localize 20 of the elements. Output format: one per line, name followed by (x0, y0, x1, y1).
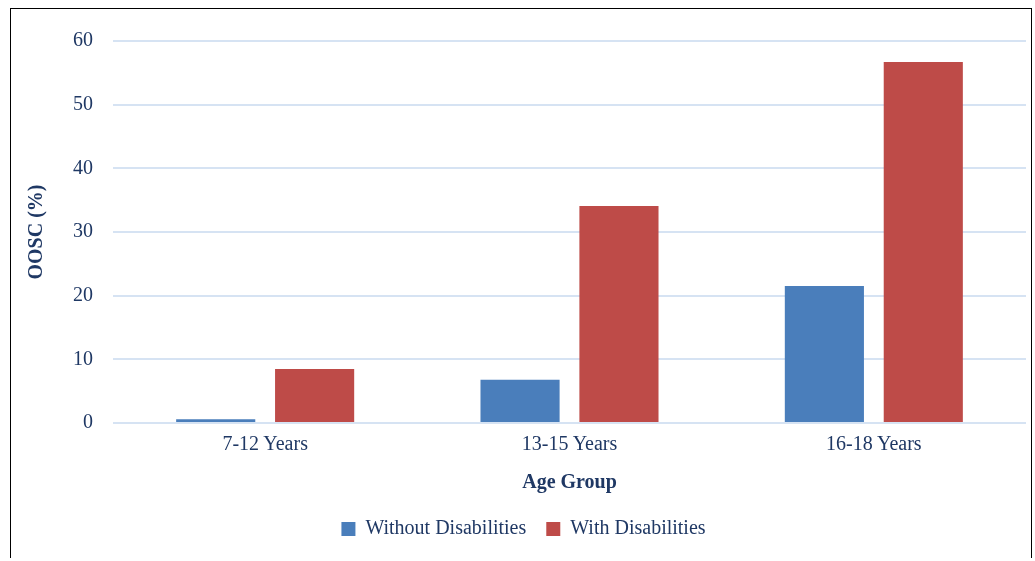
bar (176, 419, 256, 422)
x-axis-title: Age Group (522, 470, 617, 494)
x-tick-label: 16-18 Years (826, 432, 922, 455)
y-axis-title: OOSC (%) (24, 184, 48, 280)
x-tick-label: 7-12 Years (222, 432, 309, 455)
bar (883, 62, 963, 422)
y-tick-label: 50 (73, 91, 93, 114)
y-tick-label: 40 (73, 155, 93, 178)
y-tick-label: 0 (83, 410, 93, 433)
y-tick-label: 60 (73, 28, 93, 51)
y-tick-label: 20 (73, 282, 93, 305)
bar (275, 368, 355, 422)
bar (480, 379, 560, 422)
y-tick-label: 10 (73, 346, 93, 369)
bar (579, 205, 659, 422)
legend-label: With Disabilities (570, 516, 706, 539)
legend-label: Without Disabilities (365, 516, 527, 539)
bar (784, 286, 864, 422)
y-tick-label: 30 (73, 219, 93, 242)
x-tick-label: 13-15 Years (521, 432, 618, 455)
